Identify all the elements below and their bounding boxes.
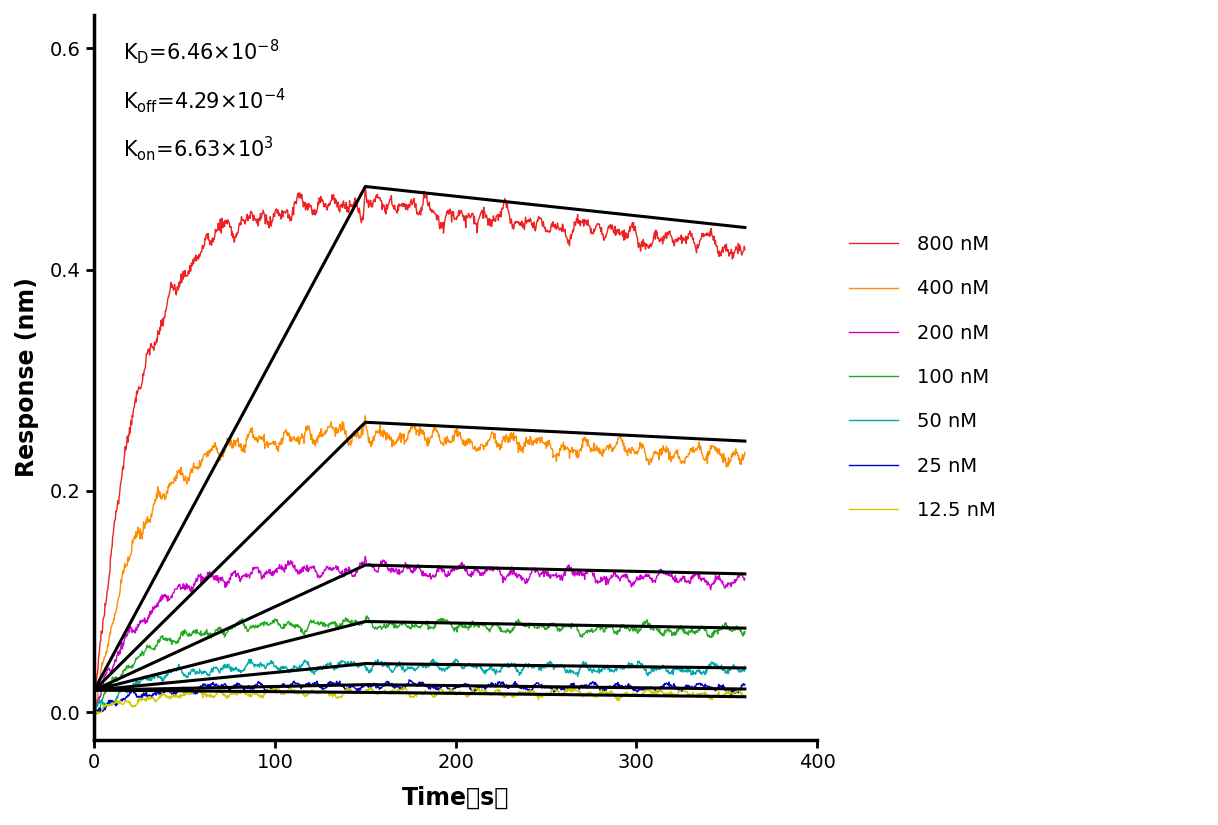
100 nM — [359, 610, 374, 620]
50 nM — [191, 668, 206, 678]
100 nM — [526, 621, 541, 631]
50 nM — [434, 663, 448, 673]
200 nM — [331, 562, 346, 572]
200 nM — [652, 565, 666, 575]
12.5 nM — [86, 705, 101, 714]
Text: K$_{\mathrm{D}}$=6.46×10$^{-8}$
K$_{\mathrm{off}}$=4.29×10$^{-4}$
K$_{\mathrm{on: K$_{\mathrm{D}}$=6.46×10$^{-8}$ K$_{\mat… — [123, 37, 286, 163]
Line: 200 nM: 200 nM — [94, 556, 745, 711]
50 nM — [331, 659, 346, 669]
400 nM — [358, 411, 373, 421]
400 nM — [434, 437, 448, 447]
400 nM — [331, 428, 346, 438]
100 nM — [86, 710, 101, 719]
200 nM — [86, 706, 101, 716]
12.5 nM — [566, 683, 581, 693]
100 nM — [565, 621, 580, 631]
25 nM — [738, 680, 753, 690]
100 nM — [652, 627, 666, 637]
200 nM — [358, 551, 373, 561]
400 nM — [652, 455, 666, 464]
Line: 50 nM: 50 nM — [94, 659, 745, 714]
400 nM — [86, 718, 101, 728]
25 nM — [526, 683, 541, 693]
50 nM — [88, 709, 102, 719]
200 nM — [738, 574, 753, 584]
Y-axis label: Response (nm): Response (nm) — [15, 277, 39, 478]
25 nM — [191, 686, 206, 696]
12.5 nM — [653, 686, 667, 695]
25 nM — [331, 679, 346, 689]
50 nM — [738, 662, 753, 672]
12.5 nM — [526, 686, 541, 695]
50 nM — [653, 664, 667, 674]
200 nM — [434, 562, 448, 572]
25 nM — [566, 681, 581, 691]
X-axis label: Time（s）: Time（s） — [402, 786, 509, 810]
12.5 nM — [738, 693, 753, 703]
50 nM — [448, 654, 463, 664]
800 nM — [86, 700, 101, 710]
100 nM — [191, 628, 206, 638]
Line: 100 nM: 100 nM — [94, 615, 745, 714]
Line: 12.5 nM: 12.5 nM — [94, 687, 745, 714]
400 nM — [565, 448, 580, 458]
400 nM — [738, 447, 753, 457]
400 nM — [191, 464, 206, 474]
Line: 800 nM: 800 nM — [94, 186, 745, 705]
800 nM — [565, 225, 580, 235]
800 nM — [191, 251, 206, 261]
12.5 nM — [191, 686, 206, 695]
Legend: 800 nM, 400 nM, 200 nM, 100 nM, 50 nM, 25 nM, 12.5 nM: 800 nM, 400 nM, 200 nM, 100 nM, 50 nM, 2… — [842, 228, 1004, 527]
50 nM — [566, 668, 581, 678]
800 nM — [434, 218, 448, 228]
200 nM — [526, 564, 541, 574]
800 nM — [738, 245, 753, 255]
800 nM — [526, 223, 541, 233]
800 nM — [331, 197, 346, 207]
12.5 nM — [333, 692, 347, 702]
25 nM — [434, 683, 448, 693]
25 nM — [653, 686, 667, 695]
100 nM — [434, 614, 448, 624]
Line: 400 nM: 400 nM — [94, 416, 745, 723]
100 nM — [738, 627, 753, 637]
12.5 nM — [91, 709, 106, 719]
100 nM — [331, 623, 346, 633]
12.5 nM — [268, 682, 283, 692]
800 nM — [358, 182, 373, 191]
25 nM — [88, 708, 102, 718]
50 nM — [526, 662, 541, 672]
800 nM — [652, 236, 666, 246]
50 nM — [86, 706, 101, 716]
200 nM — [565, 570, 580, 580]
12.5 nM — [434, 685, 448, 695]
25 nM — [86, 708, 101, 718]
Line: 25 nM: 25 nM — [94, 680, 745, 713]
25 nM — [402, 675, 417, 685]
200 nM — [191, 573, 206, 582]
400 nM — [526, 440, 541, 450]
